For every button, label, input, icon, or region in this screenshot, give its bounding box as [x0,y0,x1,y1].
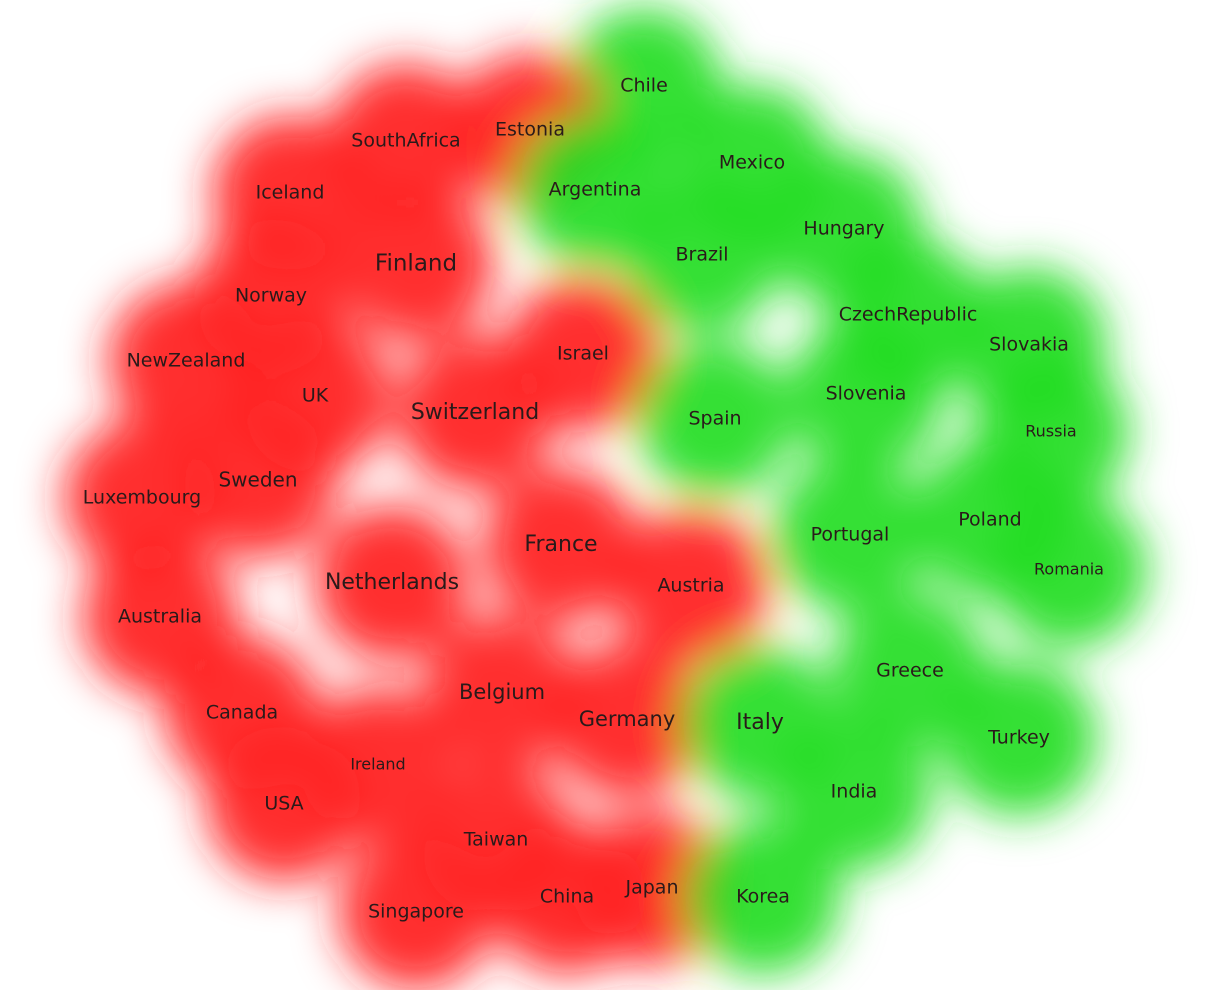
blob [483,467,639,623]
country-label: Japan [625,877,679,899]
country-label: Greece [876,660,944,682]
country-label: Sweden [218,468,297,492]
blob [788,316,944,472]
blob [64,420,220,576]
country-label: USA [264,793,303,815]
blob [180,403,336,559]
country-label: Singapore [368,901,464,923]
country-label: Chile [620,75,668,97]
country-label: CzechRepublic [839,304,978,326]
country-label: NewZealand [127,350,246,372]
country-label: Italy [736,710,784,735]
country-label: Canada [206,702,278,724]
country-label: Norway [235,285,307,307]
country-label: Taiwan [463,829,529,851]
country-label: Portugal [811,524,890,546]
country-label: Slovakia [989,334,1069,356]
country-label: Netherlands [325,570,459,595]
country-label: Germany [579,707,676,731]
country-label: Korea [736,886,790,908]
country-label: Iceland [256,182,325,204]
country-label: France [524,532,597,557]
country-label: SouthAfrica [351,130,460,152]
blob [991,492,1147,648]
country-label: Mexico [719,152,785,174]
blob [613,508,769,664]
blob [685,819,841,975]
blob [314,505,470,661]
country-label: Belgium [459,680,545,704]
country-label: Slovenia [826,383,907,405]
blob [424,615,580,771]
country-label: Turkey [987,727,1050,749]
country-label: Estonia [495,119,565,141]
country-label: China [540,886,594,908]
country-label: Australia [118,606,202,628]
blob [549,642,705,798]
blob [637,341,793,497]
country-label: Austria [657,575,724,597]
blob-layer [64,8,1147,990]
country-label: Hungary [803,218,884,240]
blob [397,335,553,491]
blob [206,726,362,882]
country-label: Luxembourg [83,487,201,509]
label-layer: Chile SouthAfrica Estonia Mexico Iceland Arge… [83,75,1104,923]
blob [624,177,780,333]
blob [941,660,1097,816]
country-label: Spain [688,408,741,430]
blob [338,834,494,990]
blob [338,186,494,342]
country-label: Russia [1025,422,1076,441]
country-label: Argentina [549,179,642,201]
country-label: Ireland [350,755,405,774]
country-label: Finland [375,251,457,277]
blob [772,457,928,613]
blob [108,283,264,439]
country-label: Switzerland [411,400,539,425]
country-label: Romania [1034,560,1104,579]
blob [776,714,932,870]
country-label: Israel [557,343,609,365]
blob [328,63,484,219]
country-label: UK [302,385,329,407]
blob [489,819,645,975]
country-label: Poland [958,509,1021,531]
country-label: Brazil [675,244,728,266]
country-label: India [831,781,878,803]
